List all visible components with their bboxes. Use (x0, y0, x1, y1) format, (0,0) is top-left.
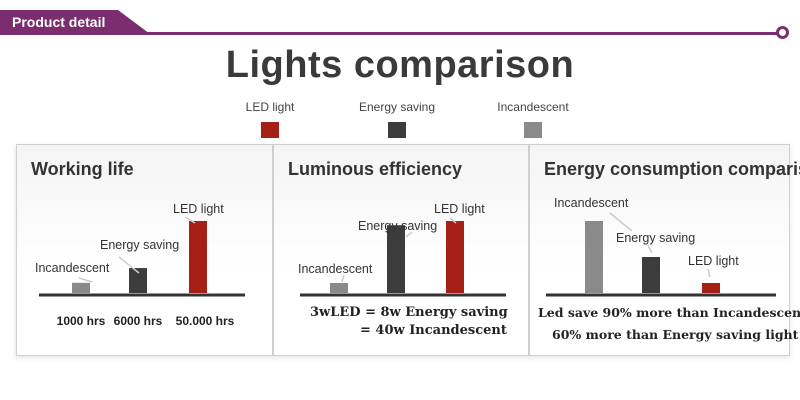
energy-note-line-1: Led save 90% more than Incandescent, (538, 305, 800, 320)
category-label-led: LED light (688, 254, 739, 268)
bar-energy-saving (387, 225, 405, 293)
legend-incandescent-swatch (524, 122, 542, 138)
legend-led-swatch (261, 122, 279, 138)
leader-line (78, 277, 93, 283)
bar-led (446, 221, 464, 293)
header-divider (0, 32, 780, 35)
header-tab: Product detail (0, 10, 150, 34)
category-label-energy-saving: Energy saving (358, 219, 437, 233)
legend-led: LED light (240, 100, 300, 138)
legend-energy-saving-label: Energy saving (358, 100, 436, 114)
legend-led-label: LED light (245, 100, 295, 114)
value-label-led: 50.000 hrs (176, 314, 235, 328)
header-end-dot (776, 26, 789, 39)
leader-line (449, 217, 457, 224)
bar-incandescent (585, 221, 603, 293)
value-label-energy-saving: 6000 hrs (114, 314, 163, 328)
panel-title: Working life (31, 159, 134, 179)
value-label-incandescent: 1000 hrs (57, 314, 106, 328)
leader-line (341, 274, 345, 283)
panel-working-life: Working life Incandescent Energy saving … (16, 144, 273, 356)
header-tab-label: Product detail (12, 14, 106, 30)
bar-energy-saving (129, 268, 147, 293)
legend-energy-saving-swatch (388, 122, 406, 138)
leader-line (647, 244, 653, 254)
luminous-efficiency-chart: Incandescent Energy saving LED light (298, 202, 506, 297)
leader-line (184, 216, 196, 224)
category-label-energy-saving: Energy saving (616, 231, 695, 245)
legend-energy-saving: Energy saving (357, 100, 437, 138)
working-life-chart: Incandescent Energy saving LED light 100… (35, 202, 245, 328)
category-label-incandescent: Incandescent (35, 261, 110, 275)
panel-luminous-efficiency: Luminous efficiency Incandescent Energy … (273, 144, 529, 356)
panel-energy-consumption: Energy consumption comparison Incandesce… (529, 144, 800, 356)
luminous-note-line-1: 3wLED = 8w Energy saving (310, 305, 508, 320)
bar-incandescent (72, 282, 90, 293)
luminous-note-line-2: = 40w Incandescent (360, 323, 507, 338)
leader-line (405, 231, 413, 238)
leader-line (707, 268, 711, 278)
category-label-led: LED light (173, 202, 224, 216)
bar-led (702, 283, 720, 293)
bar-incandescent (330, 283, 348, 293)
page-title: Lights comparison (225, 44, 575, 86)
legend-incandescent: Incandescent (488, 100, 578, 138)
panel-title: Energy consumption comparison (544, 159, 800, 179)
energy-note-line-2: 60% more than Energy saving light (552, 327, 799, 342)
legend-incandescent-label: Incandescent (497, 100, 569, 114)
bar-energy-saving (642, 257, 660, 293)
category-label-incandescent: Incandescent (298, 262, 373, 276)
category-label-incandescent: Incandescent (554, 196, 629, 210)
panel-title: Luminous efficiency (288, 159, 463, 179)
bar-led (189, 221, 207, 293)
leader-line (118, 256, 140, 274)
energy-consumption-chart: Incandescent Energy saving LED light (546, 196, 776, 297)
category-label-energy-saving: Energy saving (100, 238, 179, 252)
leader-line (609, 212, 633, 232)
category-label-led: LED light (434, 202, 485, 216)
